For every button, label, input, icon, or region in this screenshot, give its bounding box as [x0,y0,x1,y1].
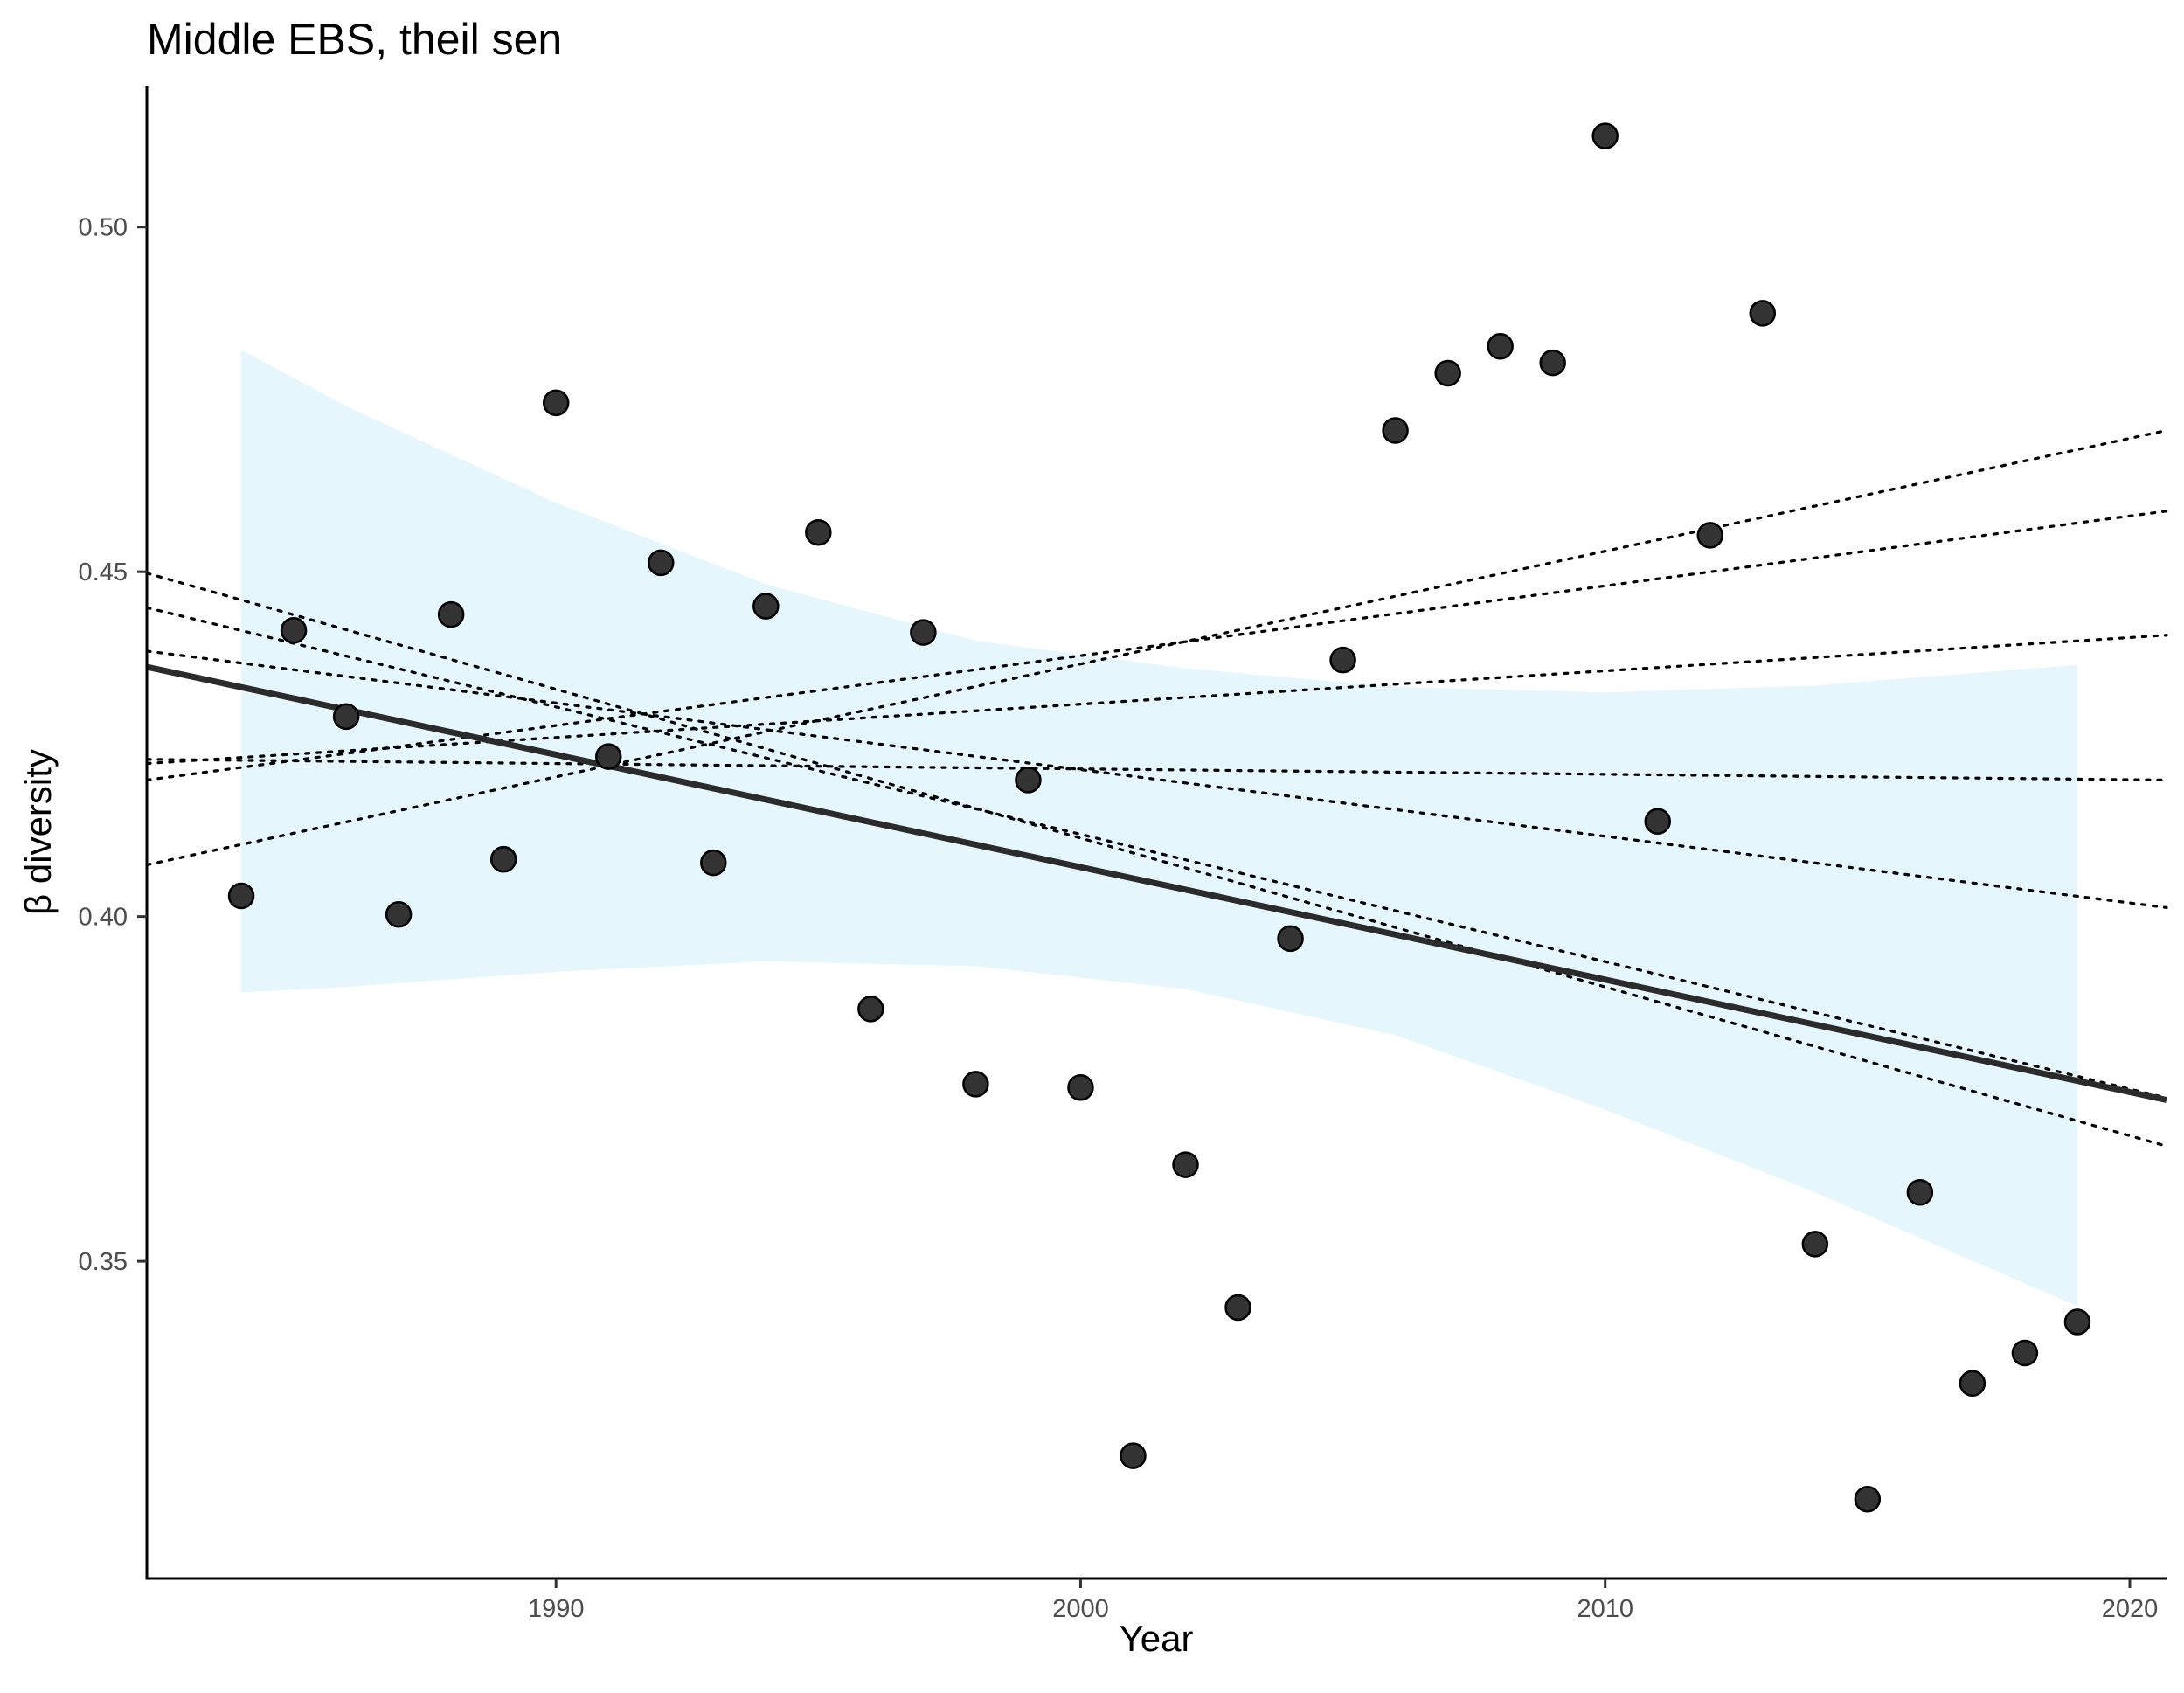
data-point-1996 [857,996,884,1023]
trend-line-layer [146,663,2167,1103]
x-tick-label-1990: 1990 [528,1595,585,1623]
data-point-1993 [700,849,727,877]
data-point-2007 [1434,359,1461,387]
y-axis-label: β diversity [17,749,59,915]
data-point-2019 [2063,1308,2091,1336]
data-point-1987 [385,901,413,928]
data-point-1985 [280,616,308,644]
data-point-2015 [1854,1486,1882,1513]
x-axis-label: Year [1120,1618,1194,1659]
confidence-band [241,350,2077,1307]
reference-line-7 [145,572,2168,1148]
data-point-2000 [1067,1074,1094,1101]
data-point-2003 [1224,1294,1251,1322]
data-point-1986 [332,703,360,731]
data-point-1997 [910,619,937,646]
data-points-layer [227,122,2091,1513]
data-point-2008 [1487,332,1514,360]
data-point-2009 [1539,349,1566,377]
data-point-2013 [1749,300,1777,327]
x-tick-label-2020: 2020 [2102,1595,2159,1623]
data-point-2005 [1329,646,1356,674]
reference-lines-layer [145,428,2168,1148]
data-point-1991 [594,743,622,770]
x-tick-label-2010: 2010 [1577,1595,1633,1623]
reference-line-4 [145,758,2168,782]
y-tick-label-0.4: 0.40 [79,904,128,932]
y-axis-ticks: 0.35 0.40 0.45 0.50 [79,214,147,1276]
data-point-1992 [648,549,675,577]
data-point-2002 [1172,1151,1199,1178]
confidence-band-layer [241,350,2077,1307]
data-point-1994 [752,593,780,620]
y-tick-label-0.35: 0.35 [79,1248,128,1276]
data-point-2006 [1382,417,1409,444]
data-point-1988 [437,600,465,628]
y-tick-label-0.45: 0.45 [79,559,128,586]
data-point-2010 [1591,122,1619,149]
reference-line-3 [145,634,2168,766]
data-point-2016 [1906,1178,1934,1206]
data-point-2011 [1644,808,1671,836]
data-point-2018 [2011,1339,2039,1367]
data-point-1998 [962,1071,989,1098]
data-point-2004 [1277,925,1304,953]
reference-line-5 [145,649,2168,909]
reference-line-1 [145,428,2168,867]
data-point-1989 [489,845,517,873]
chart-title: Middle EBS, theil sen [147,15,562,64]
x-axis-ticks: 1990 2000 2010 2020 [528,1579,2158,1623]
data-point-1984 [227,882,255,910]
reference-line-2 [145,510,2168,782]
trend-line [146,663,2167,1103]
data-point-1995 [805,518,832,546]
data-point-1990 [542,389,570,417]
y-tick-label-0.5: 0.50 [79,214,128,242]
data-point-2001 [1120,1442,1147,1469]
x-tick-label-2000: 2000 [1052,1595,1109,1623]
data-point-1999 [1015,767,1042,794]
data-point-2014 [1801,1231,1829,1258]
data-point-2012 [1696,522,1724,549]
data-point-2017 [1959,1370,1986,1397]
